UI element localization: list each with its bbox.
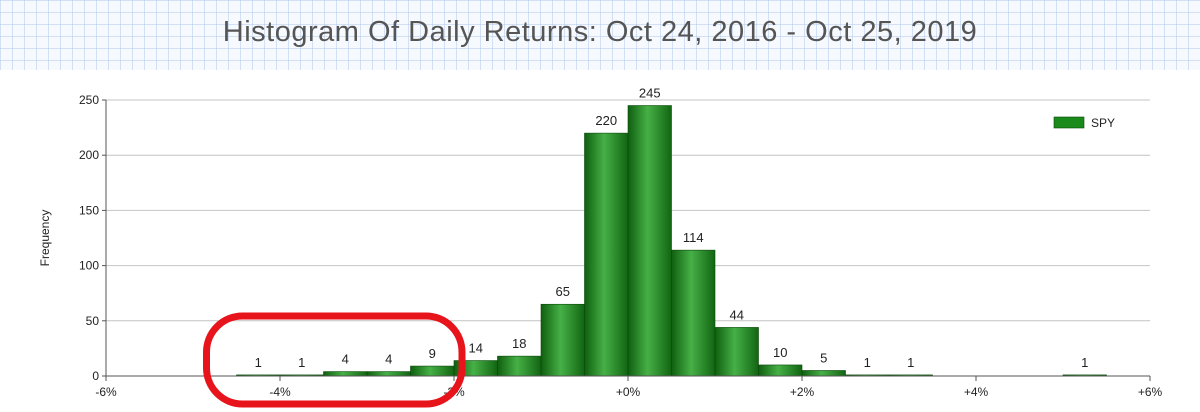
y-tick-label: 250 — [79, 93, 99, 107]
title-band — [0, 0, 1200, 70]
y-tick-label: 100 — [79, 259, 99, 273]
bar-value-label: 1 — [864, 355, 871, 370]
y-tick-label: 0 — [92, 369, 99, 383]
histogram-bar — [584, 132, 629, 377]
histogram-bar — [540, 303, 585, 377]
x-tick-label: -6% — [95, 385, 117, 399]
bar-value-label: 1 — [907, 355, 914, 370]
highlight-ellipse — [203, 312, 466, 408]
y-tick-label: 150 — [79, 203, 99, 217]
bar-value-label: 4 — [385, 352, 392, 367]
histogram-bar — [758, 364, 803, 377]
bar-value-label: 220 — [595, 113, 617, 128]
histogram-bar — [801, 370, 846, 377]
bar-value-label: 114 — [683, 230, 704, 245]
histogram-bar — [627, 105, 672, 377]
x-tick-label: +0% — [616, 385, 641, 399]
histogram-bar — [497, 355, 542, 377]
histogram-bar — [410, 365, 455, 377]
x-tick-label: -4% — [269, 385, 291, 399]
bar-value-label: 245 — [639, 86, 661, 101]
legend-label: SPY — [1091, 116, 1115, 130]
y-tick-label: 200 — [79, 148, 99, 162]
bar-value-label: 5 — [820, 350, 827, 365]
histogram-bar — [671, 249, 716, 377]
bar-value-label: 1 — [255, 355, 262, 370]
legend-swatch — [1053, 116, 1085, 129]
histogram-bar — [323, 371, 368, 377]
x-tick-label: +2% — [790, 385, 815, 399]
bar-value-label: 14 — [469, 341, 483, 356]
bar-value-label: 10 — [773, 345, 787, 360]
y-axis-label: Frequency — [38, 210, 52, 267]
bar-value-label: 4 — [342, 352, 349, 367]
x-tick-label: +6% — [1138, 385, 1163, 399]
chart-title: Histogram Of Daily Returns: Oct 24, 2016… — [222, 16, 978, 48]
bar-value-label: 65 — [556, 284, 570, 299]
x-tick-label: +4% — [964, 385, 989, 399]
bar-value-label: 44 — [730, 307, 744, 322]
y-tick-label: 50 — [86, 314, 100, 328]
bar-value-label: 1 — [298, 355, 305, 370]
histogram-bar — [366, 371, 411, 377]
bar-value-label: 1 — [1081, 355, 1088, 370]
bar-value-label: 9 — [429, 346, 436, 361]
histogram-bar — [714, 327, 759, 377]
bar-value-label: 18 — [512, 336, 526, 351]
